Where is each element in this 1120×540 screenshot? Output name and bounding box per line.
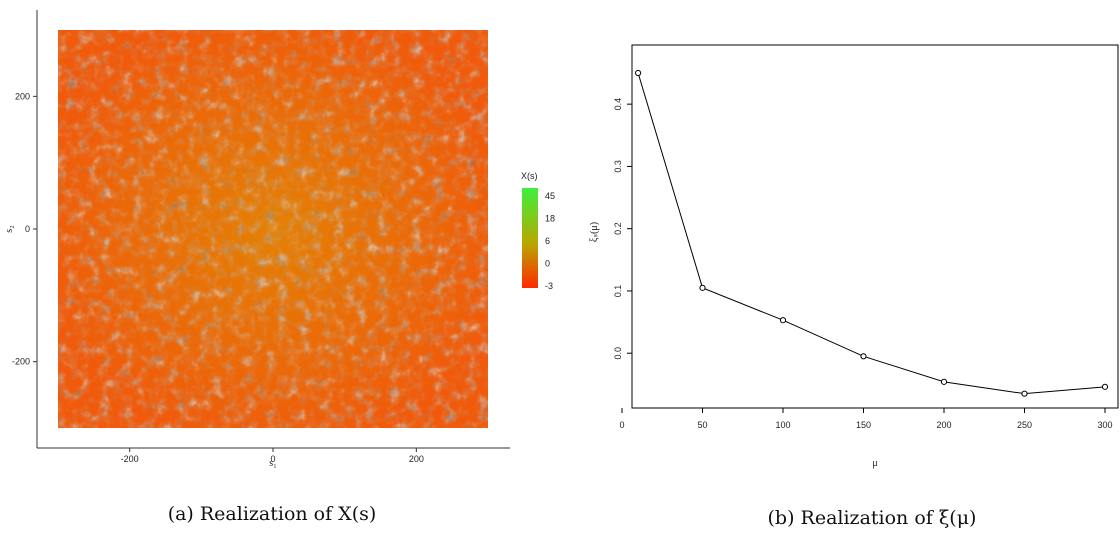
heatmap-y-tick-label-0: -200 <box>12 357 30 367</box>
line-chart-x-tick-label-4: 200 <box>936 420 951 430</box>
line-point-5 <box>1021 390 1028 397</box>
line-chart-x-tick-label-5: 250 <box>1017 420 1032 430</box>
heatmap-speckle-texture <box>58 30 488 428</box>
heatmap-x-axis-label: s₁ <box>269 458 276 469</box>
line-chart-panel: 0 50 100 150 200 250 300 0.0 0.1 0.2 0.3 0.4 μ ξₛ(… <box>589 44 1119 529</box>
line-chart-y-tick-label-0: 0.0 <box>613 347 623 360</box>
line-chart-x-axis-label: μ <box>872 458 877 469</box>
colorbar-gradient <box>522 188 538 288</box>
line-point-6 <box>1101 383 1109 390</box>
heatmap-x-ticks: -200 0 200 <box>121 448 424 464</box>
line-series-points <box>635 69 1109 397</box>
caption-a: (a) Realization of X(s) <box>168 503 377 525</box>
caption-b: (b) Realization of ξ(μ) <box>768 507 977 529</box>
heatmap-x-tick-label-2: 200 <box>409 454 424 464</box>
line-chart-x-tick-label-2: 100 <box>775 420 790 430</box>
line-chart-plot-box <box>631 44 1119 409</box>
line-chart-x-tick-label-6: 300 <box>1097 420 1112 430</box>
line-chart-y-tick-label-2: 0.2 <box>613 222 623 235</box>
colorbar-tick-label-2: 6 <box>545 236 550 246</box>
colorbar-tick-label-3: 0 <box>545 259 550 269</box>
line-chart-y-ticks: 0.0 0.1 0.2 0.3 0.4 <box>613 98 632 360</box>
heatmap-y-tick-label-1: 0 <box>25 224 30 234</box>
line-point-0 <box>635 69 642 77</box>
colorbar-tick-label-4: -3 <box>545 281 553 291</box>
heatmap-x-tick-label-1: 0 <box>270 454 275 464</box>
colorbar-title: X(s) <box>521 171 538 181</box>
line-point-3 <box>860 353 867 360</box>
line-point-1 <box>699 284 706 291</box>
line-chart-x-tick-label-1: 50 <box>697 420 707 430</box>
line-point-2 <box>779 317 787 324</box>
line-chart-y-axis-label: ξₛ(μ) <box>589 222 600 242</box>
colorbar-tick-label-1: 18 <box>545 214 555 224</box>
line-series <box>637 72 1106 395</box>
colorbar-tick-label-0: 45 <box>545 191 555 201</box>
line-chart-x-tick-label-3: 150 <box>856 420 871 430</box>
colorbar-ticks: 45 18 6 0 -3 <box>538 191 555 291</box>
heatmap-x-tick-label-0: -200 <box>121 454 139 464</box>
colorbar-legend: X(s) 45 18 6 0 -3 <box>521 171 555 291</box>
line-chart-x-tick-label-0: 0 <box>619 420 624 430</box>
line-chart-x-ticks: 0 50 100 150 200 250 300 <box>619 408 1113 430</box>
heatmap-panel: -200 0 200 -200 0 200 s₁ s₂ X(s) 45 18 6 0 -3 (a… <box>4 10 555 525</box>
line-point-4 <box>940 378 948 385</box>
line-chart-y-tick-label-3: 0.3 <box>613 160 623 173</box>
heatmap-y-ticks: -200 0 200 <box>12 91 37 367</box>
line-chart-y-tick-label-4: 0.4 <box>613 98 623 111</box>
heatmap-y-axis-label: s₂ <box>4 225 15 232</box>
line-chart-y-tick-label-1: 0.1 <box>613 285 623 298</box>
heatmap-y-tick-label-2: 200 <box>15 91 30 101</box>
